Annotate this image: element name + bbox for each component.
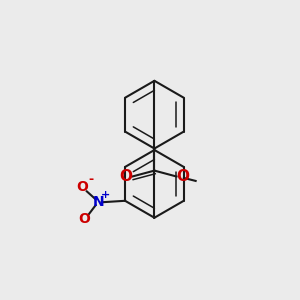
Text: N: N [93, 195, 104, 209]
Text: +: + [100, 190, 110, 200]
Text: O: O [119, 169, 132, 184]
Text: O: O [176, 169, 190, 184]
Text: -: - [88, 173, 93, 186]
Text: O: O [78, 212, 90, 226]
Text: O: O [76, 180, 88, 194]
